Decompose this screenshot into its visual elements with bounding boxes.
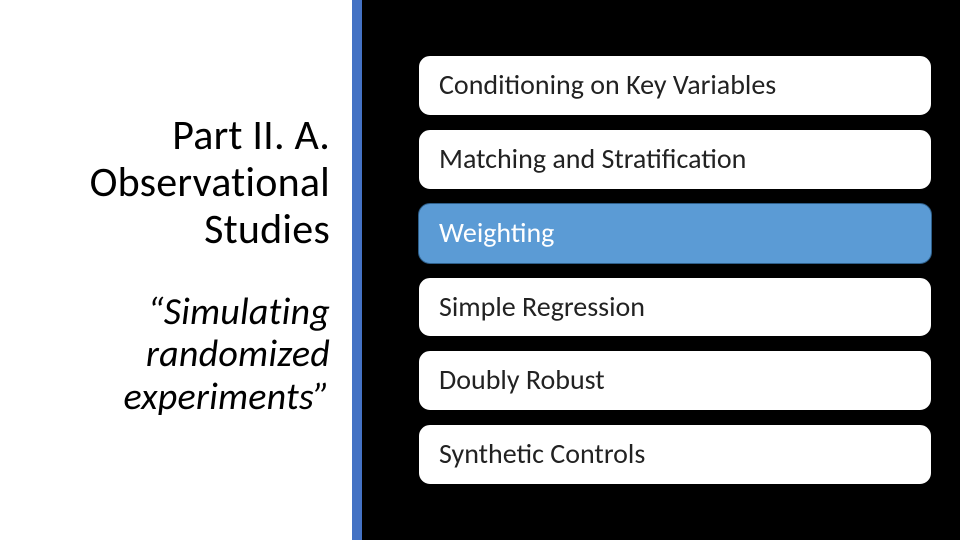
title-line: Studies (90, 206, 330, 253)
left-panel: Part II. A. Observational Studies “Simul… (0, 0, 352, 540)
list-item: Conditioning on Key Variables (418, 55, 932, 116)
list-item: Doubly Robust (418, 350, 932, 411)
subtitle-line: experiments” (124, 376, 330, 419)
list-item: Matching and Stratification (418, 129, 932, 190)
divider (352, 0, 380, 540)
divider-accent (352, 0, 362, 540)
subtitle-line: “Simulating (124, 291, 330, 334)
subtitle-line: randomized (124, 333, 330, 376)
title-line: Observational (90, 159, 330, 206)
divider-bar (362, 0, 380, 540)
title-line: Part II. A. (90, 112, 330, 159)
right-panel: Conditioning on Key Variables Matching a… (380, 0, 960, 540)
slide: Part II. A. Observational Studies “Simul… (0, 0, 960, 540)
list-item: Synthetic Controls (418, 424, 932, 485)
slide-title: Part II. A. Observational Studies (90, 112, 330, 253)
list-item-highlight: Weighting (418, 203, 932, 264)
list-item: Simple Regression (418, 277, 932, 338)
slide-subtitle: “Simulating randomized experiments” (124, 291, 330, 419)
